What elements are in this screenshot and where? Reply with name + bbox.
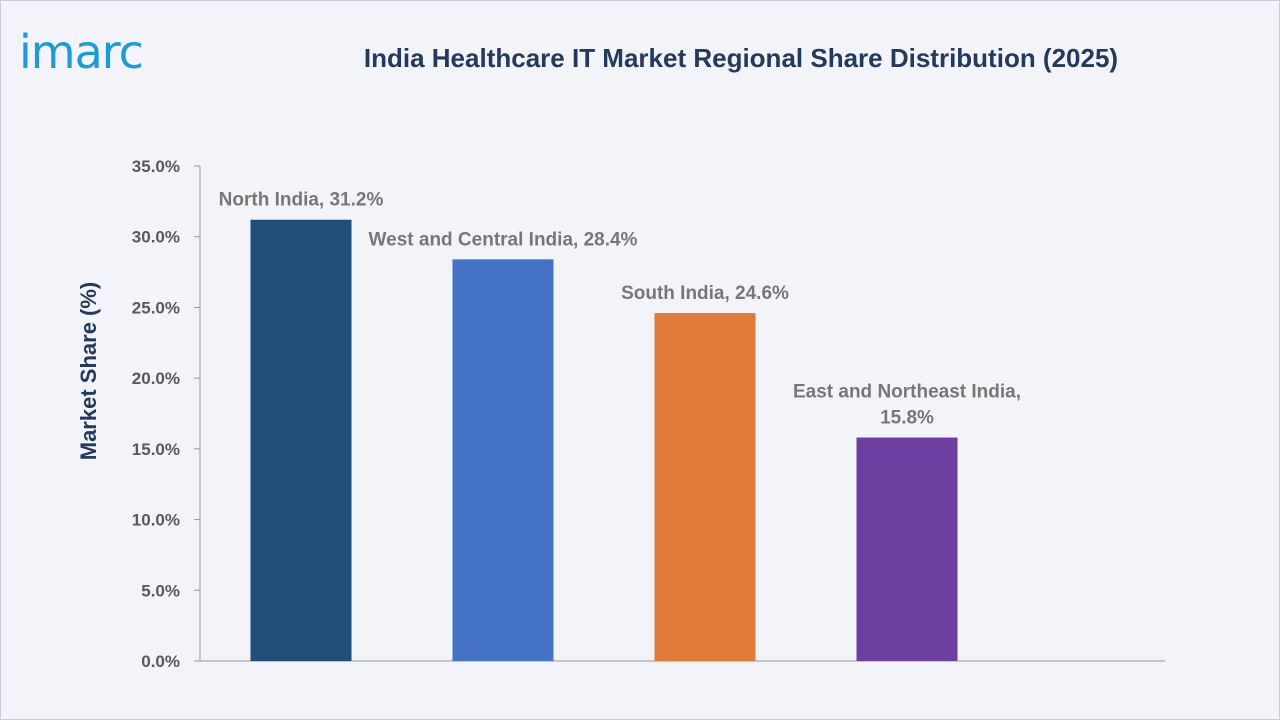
bar-east-and-northeast-india: [856, 437, 958, 661]
y-tick-label: 5.0%: [141, 581, 180, 600]
chart-bars: [250, 219, 958, 661]
y-tick-label: 20.0%: [132, 369, 180, 388]
chart-title: India Healthcare IT Market Regional Shar…: [363, 43, 1119, 73]
bar-north-india: [250, 219, 352, 661]
data-label: South India, 24.6%: [621, 283, 789, 304]
y-tick-label: 15.0%: [132, 440, 180, 459]
data-label: 15.8%: [880, 408, 934, 429]
data-label: East and Northeast India,: [793, 382, 1021, 403]
chart-data-labels: North India, 31.2% West and Central India…: [219, 190, 1021, 429]
chart-axes: 0.0% 5.0% 10.0% 15.0% 20.0% 25.0% 30.0% 35.0%: [132, 157, 1165, 671]
y-tick-label: 0.0%: [141, 652, 180, 671]
y-tick-label: 30.0%: [132, 228, 180, 247]
imarc-logo: imarc: [19, 25, 144, 79]
y-axis-label: Market Share (%): [76, 282, 101, 461]
y-tick-label: 35.0%: [132, 157, 180, 176]
bar-south-india: [654, 313, 756, 661]
bar-west-and-central-india: [452, 259, 554, 661]
y-tick-label: 25.0%: [132, 298, 180, 317]
data-label: West and Central India, 28.4%: [369, 229, 638, 250]
data-label: North India, 31.2%: [219, 190, 384, 211]
y-tick-label: 10.0%: [132, 511, 180, 530]
